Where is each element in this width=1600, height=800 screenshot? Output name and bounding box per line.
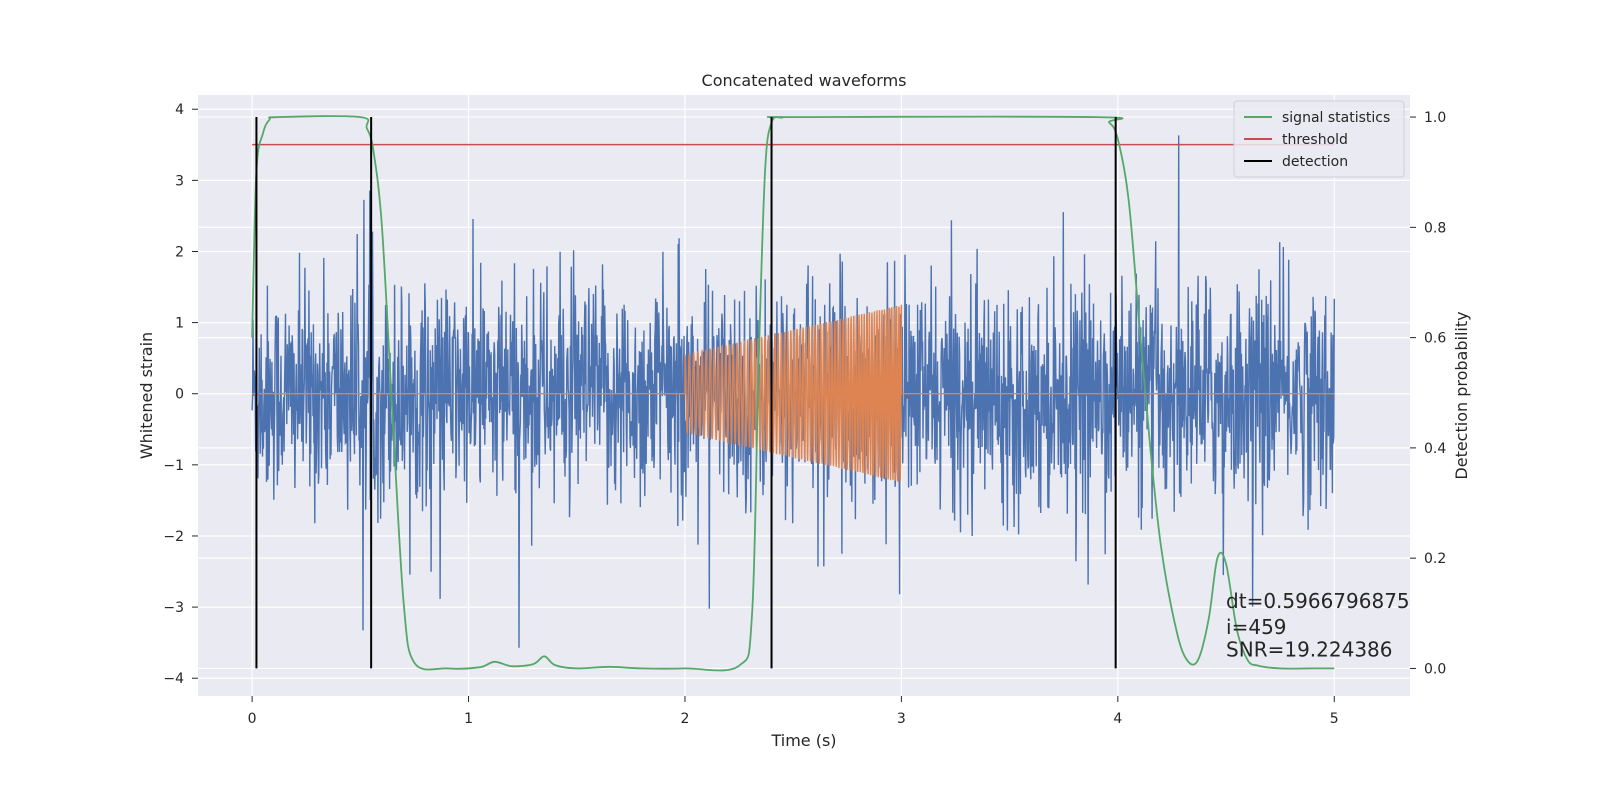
y-tick-label: 2: [175, 244, 184, 260]
x-tick-label: 2: [681, 711, 690, 727]
x-tick-label: 5: [1330, 711, 1339, 727]
y2-axis-label: Detection probability: [1452, 311, 1471, 479]
y2-tick-label: 1.0: [1424, 110, 1446, 126]
data-layer: [251, 115, 1335, 672]
annotation-text: SNR=19.224386: [1226, 637, 1392, 661]
chart-title: Concatenated waveforms: [702, 71, 907, 90]
legend: signal statistics threshold detection: [1233, 100, 1405, 178]
y-axis-label: Whitened strain: [137, 332, 156, 459]
annotation-text: i=459: [1226, 615, 1287, 639]
y-tick-label: 4: [175, 102, 184, 118]
legend-box: [1233, 100, 1405, 178]
legend-label: signal statistics: [1282, 110, 1390, 126]
y-tick-label: −4: [163, 671, 184, 687]
x-tick-label: 0: [248, 711, 257, 727]
y2-tick-label: 0.4: [1424, 441, 1446, 457]
y-tick-label: 3: [175, 173, 184, 189]
y-tick-label: −3: [163, 600, 184, 616]
injected-waveform-line: [252, 304, 1335, 482]
y-tick-label: −1: [163, 458, 184, 474]
x-tick-label: 4: [1113, 711, 1122, 727]
signal-statistics-line: [251, 115, 1335, 672]
legend-label: detection: [1282, 154, 1348, 170]
y2-tick-label: 0.6: [1424, 331, 1446, 347]
y2-tick-label: 0.0: [1424, 661, 1446, 677]
x-tick-label: 3: [897, 711, 906, 727]
annotation-text: dt=0.5966796875: [1226, 589, 1410, 613]
y2-tick-label: 0.8: [1424, 220, 1446, 236]
y-tick-label: −2: [163, 529, 184, 545]
y-tick-label: 1: [175, 316, 184, 332]
ticks: 0 1 2 3 4 5 −4 −3 −2 −1 0 1 2 3 4 0.0 0.2 0.4 0.6 0.8 1.0: [163, 102, 1446, 727]
x-tick-label: 1: [464, 711, 473, 727]
legend-label: threshold: [1282, 132, 1348, 148]
y2-tick-label: 0.2: [1424, 551, 1446, 567]
x-axis-label: Time (s): [770, 731, 836, 750]
y-tick-label: 0: [175, 387, 184, 403]
